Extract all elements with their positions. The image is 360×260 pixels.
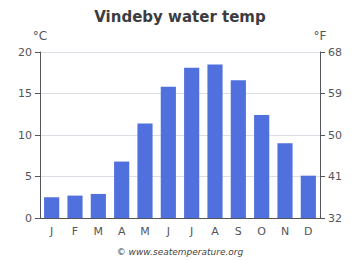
svg-text:0: 0 — [25, 212, 32, 225]
svg-text:A: A — [211, 225, 219, 238]
svg-text:N: N — [281, 225, 289, 238]
svg-text:M: M — [94, 225, 104, 238]
svg-text:F: F — [72, 225, 78, 238]
svg-text:M: M — [140, 225, 150, 238]
svg-text:J: J — [166, 225, 170, 238]
svg-text:32: 32 — [328, 212, 342, 225]
svg-text:J: J — [49, 225, 53, 238]
svg-text:A: A — [118, 225, 126, 238]
svg-text:S: S — [235, 225, 242, 238]
svg-text:O: O — [257, 225, 266, 238]
svg-text:D: D — [304, 225, 312, 238]
svg-text:68: 68 — [328, 46, 342, 59]
svg-text:°C: °C — [33, 29, 47, 43]
svg-text:50: 50 — [328, 129, 342, 142]
svg-text:10: 10 — [18, 129, 32, 142]
svg-text:59: 59 — [328, 87, 342, 100]
svg-text:J: J — [189, 225, 193, 238]
svg-text:°F: °F — [314, 29, 327, 43]
svg-text:5: 5 — [25, 170, 32, 183]
svg-text:Vindeby water temp: Vindeby water temp — [94, 8, 266, 26]
svg-text:41: 41 — [328, 170, 342, 183]
svg-text:15: 15 — [18, 87, 32, 100]
svg-text:© www.seatemperature.org: © www.seatemperature.org — [117, 247, 244, 257]
svg-text:20: 20 — [18, 46, 32, 59]
